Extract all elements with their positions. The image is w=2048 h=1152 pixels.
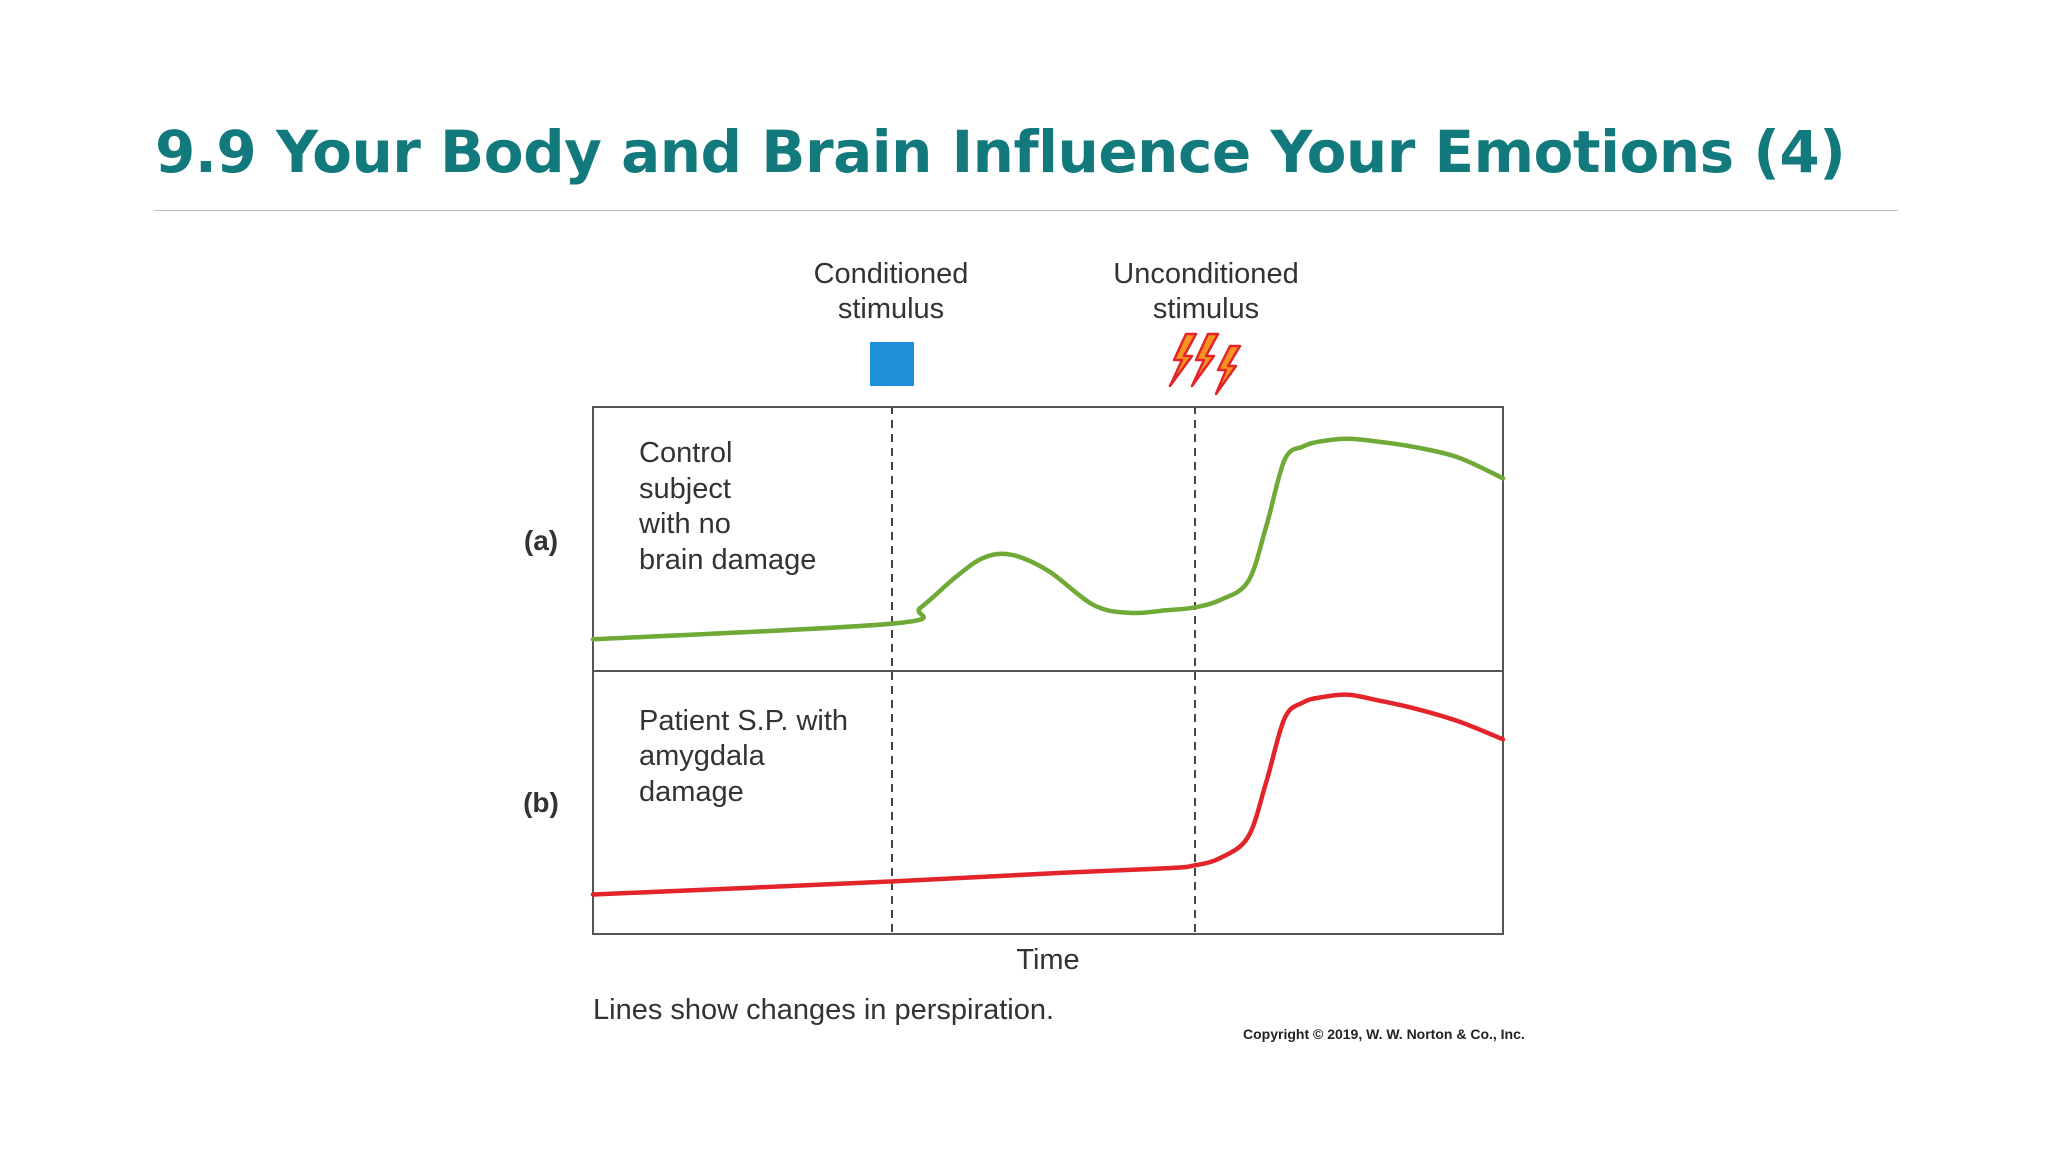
panel-b-frame [592,670,1504,935]
lightning-bolt-icon [1168,332,1242,396]
us-label-line2: stimulus [1153,293,1259,325]
panel-b-label-line: Patient S.P. with [639,705,848,737]
panel-b-label-line: amygdala [639,740,766,772]
cs-label-line2: stimulus [838,293,944,325]
series-line-control [590,436,1506,642]
x-axis-label: Time [1016,944,1079,976]
panel-a-label-line: with no [638,508,731,540]
us-label-line1: Unconditioned [1113,258,1298,290]
slide-title: 9.9 Your Body and Brain Influence Your E… [155,118,1846,186]
panel-a-label-line: subject [639,473,731,505]
panel-a-letter: (a) [524,525,558,556]
panel-b-label-line: damage [639,776,744,808]
panel-b-letter: (b) [523,787,559,818]
panel-a-label-line: Control [639,437,733,469]
title-divider [154,210,1898,211]
figure-caption: Lines show changes in perspiration. [593,994,1054,1026]
series-line-patient [590,692,1506,897]
cs-label-line1: Conditioned [814,258,969,290]
blue-square-icon [870,342,914,386]
copyright-notice: Copyright © 2019, W. W. Norton & Co., In… [1243,1026,1525,1042]
panel-a-label-line: brain damage [639,544,816,576]
